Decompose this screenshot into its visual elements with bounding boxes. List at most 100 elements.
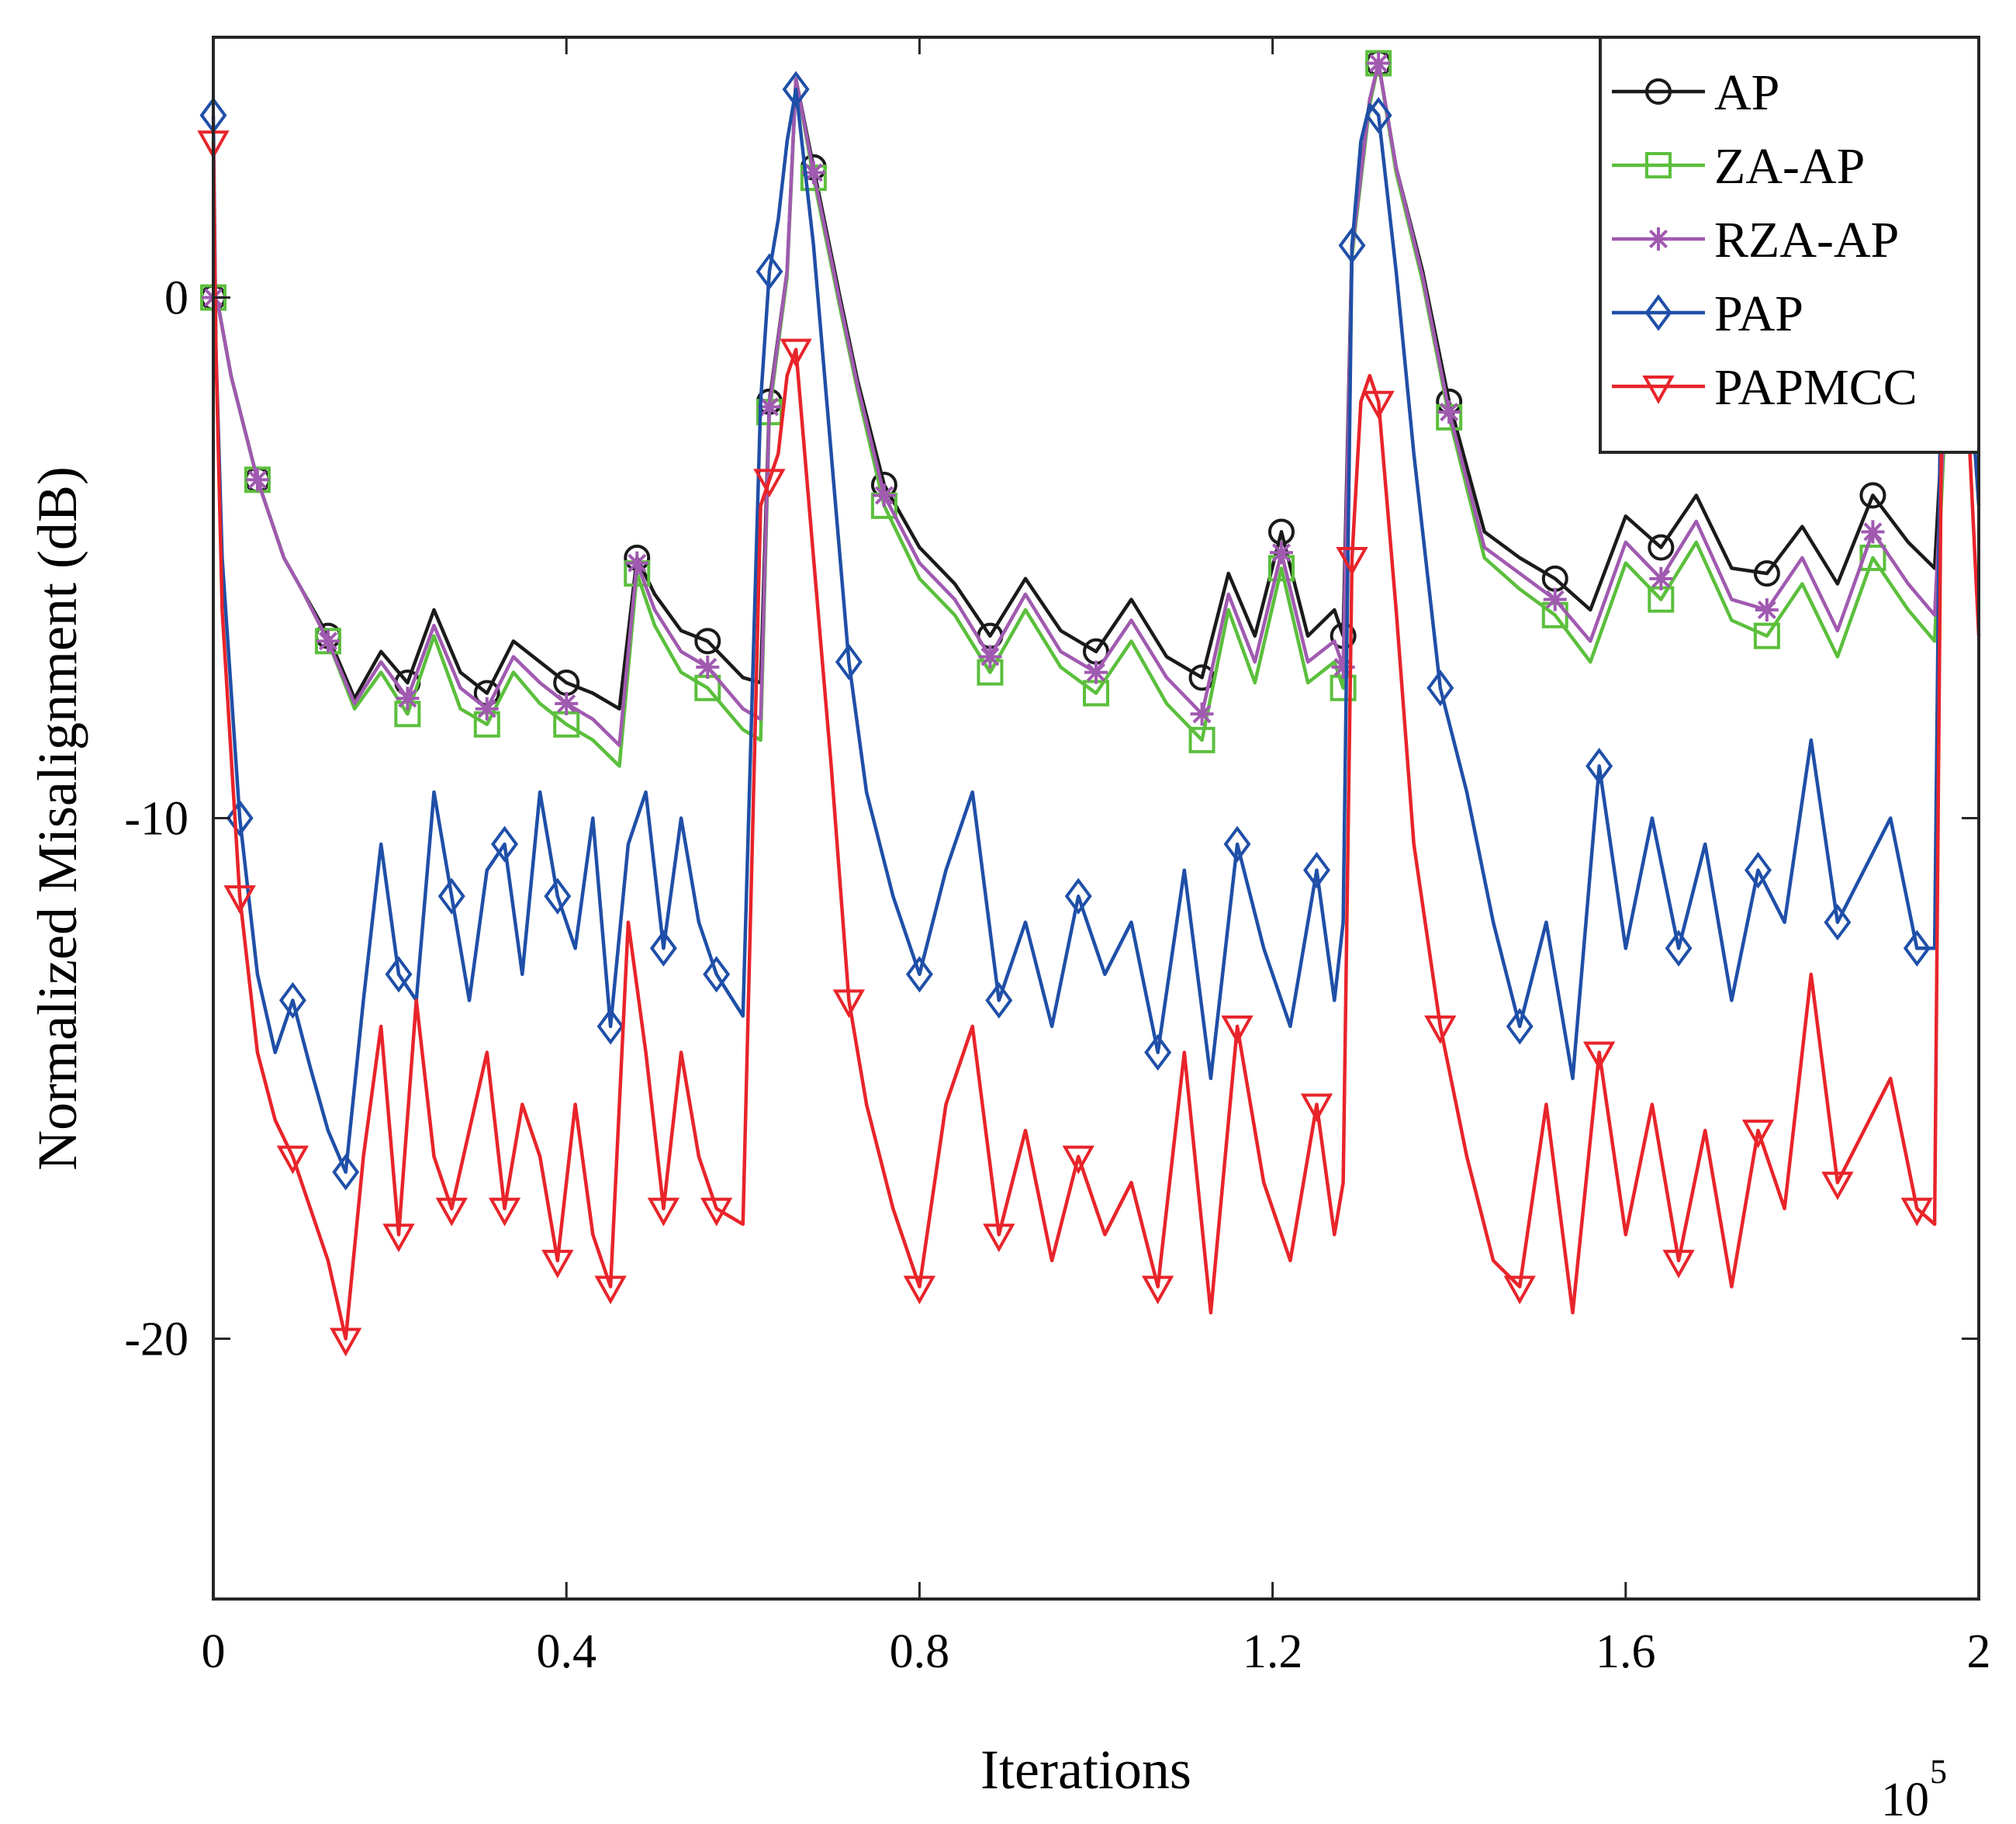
- data-point-marker: [544, 877, 572, 915]
- series-pap: [199, 44, 1981, 1191]
- data-point-marker: [1585, 747, 1613, 785]
- x-tick-label: 0.4: [536, 1625, 597, 1678]
- data-point-marker: [541, 1249, 574, 1279]
- data-point-marker: [1424, 1015, 1457, 1044]
- data-point-marker: [1903, 929, 1931, 967]
- data-point-marker: [1900, 1197, 1934, 1227]
- data-point-marker: [385, 956, 413, 993]
- data-point-marker: [1741, 1120, 1775, 1148]
- data-point-marker: [1861, 520, 1885, 544]
- data-point-marker: [1645, 78, 1672, 105]
- data-point-marker: [330, 1327, 362, 1357]
- data-point-marker: [782, 71, 810, 108]
- data-point-marker: [983, 1223, 1015, 1253]
- y-tick-label: 0: [164, 272, 188, 325]
- data-point-marker: [978, 645, 1002, 669]
- data-point-marker: [1648, 534, 1675, 561]
- data-point-marker: [649, 929, 677, 967]
- data-point-marker: [832, 989, 866, 1019]
- legend-item: RZA-AP: [1612, 212, 1899, 268]
- data-point-marker: [1859, 545, 1886, 571]
- data-point-marker: [1859, 482, 1886, 509]
- x-tick-label: 2: [1967, 1625, 1991, 1678]
- x-axis-exponent-base: 10: [1881, 1774, 1929, 1824]
- x-tick-label: 0: [202, 1625, 226, 1678]
- data-point-marker: [1336, 547, 1368, 576]
- data-point-marker: [1543, 587, 1567, 611]
- data-point-marker: [905, 956, 933, 993]
- data-point-marker: [437, 877, 465, 915]
- data-point-marker: [1753, 560, 1780, 587]
- data-point-marker: [835, 643, 863, 680]
- series-rza-ap: [202, 51, 1980, 747]
- data-point-marker: [1506, 1008, 1534, 1045]
- data-point-marker: [396, 687, 420, 711]
- data-point-marker: [491, 825, 519, 863]
- data-point-marker: [1338, 227, 1366, 265]
- data-point-marker: [1645, 152, 1672, 178]
- data-point-marker: [597, 1008, 624, 1045]
- data-point-marker: [1662, 1249, 1695, 1279]
- legend-label: PAP: [1714, 286, 1803, 342]
- data-point-marker: [694, 628, 721, 655]
- data-point-marker: [1064, 877, 1092, 915]
- legend-label: RZA-AP: [1714, 212, 1899, 268]
- data-point-marker: [278, 981, 306, 1019]
- data-point-marker: [1649, 566, 1673, 590]
- data-point-marker: [475, 697, 499, 721]
- data-point-marker: [382, 1223, 415, 1253]
- x-axis-exponent-power: 5: [1930, 1753, 1947, 1791]
- data-point-marker: [985, 981, 1013, 1019]
- data-point-marker: [780, 338, 812, 368]
- data-point-marker: [1503, 1275, 1536, 1305]
- data-point-marker: [1665, 929, 1693, 967]
- data-point-marker: [1647, 227, 1670, 251]
- data-point-marker: [226, 799, 254, 837]
- series-line: [212, 61, 1980, 747]
- legend-item: AP: [1612, 64, 1779, 121]
- data-point-marker: [872, 483, 896, 507]
- data-point-marker: [1745, 851, 1772, 889]
- data-point-marker: [700, 1197, 733, 1227]
- data-point-marker: [647, 1197, 680, 1227]
- data-point-marker: [1364, 97, 1392, 134]
- data-point-marker: [1223, 825, 1251, 863]
- legend-label: ZA-AP: [1714, 138, 1865, 195]
- data-point-marker: [1084, 660, 1108, 684]
- data-point-marker: [1062, 1145, 1094, 1175]
- data-point-marker: [756, 253, 783, 290]
- series-line: [211, 61, 1981, 1175]
- legend-item: ZA-AP: [1612, 138, 1865, 195]
- data-point-marker: [1426, 670, 1454, 707]
- data-point-marker: [1188, 726, 1215, 753]
- x-tick-label: 0.8: [890, 1625, 950, 1678]
- data-point-marker: [753, 469, 786, 498]
- data-point-marker: [1141, 1275, 1174, 1305]
- data-point-marker: [1824, 904, 1852, 941]
- ticks-layer: 0 0.4 0.8 1.2 1.6 2 0 -10 -20: [124, 37, 1991, 1678]
- data-point-marker: [435, 1197, 468, 1227]
- data-point-marker: [1300, 1093, 1333, 1123]
- data-point-marker: [1755, 598, 1779, 622]
- data-point-marker: [316, 629, 340, 653]
- data-point-marker: [1367, 51, 1391, 75]
- data-point-marker: [555, 691, 579, 715]
- data-point-marker: [1303, 851, 1330, 889]
- series-line: [212, 61, 1980, 768]
- data-point-marker: [1221, 1015, 1254, 1044]
- data-point-marker: [1362, 390, 1395, 420]
- data-point-marker: [625, 551, 649, 575]
- y-tick-label: -20: [124, 1313, 188, 1366]
- data-point-marker: [223, 885, 256, 914]
- data-point-marker: [594, 1275, 627, 1305]
- x-tick-label: 1.2: [1243, 1625, 1303, 1678]
- legend-label: PAPMCC: [1714, 359, 1917, 416]
- data-point-marker: [1269, 541, 1293, 565]
- data-point-marker: [1190, 702, 1214, 726]
- series-line: [212, 61, 1980, 711]
- data-point-marker: [1821, 1172, 1854, 1201]
- data-point-marker: [1644, 294, 1672, 331]
- data-point-marker: [1753, 622, 1780, 649]
- data-point-marker: [332, 1154, 360, 1191]
